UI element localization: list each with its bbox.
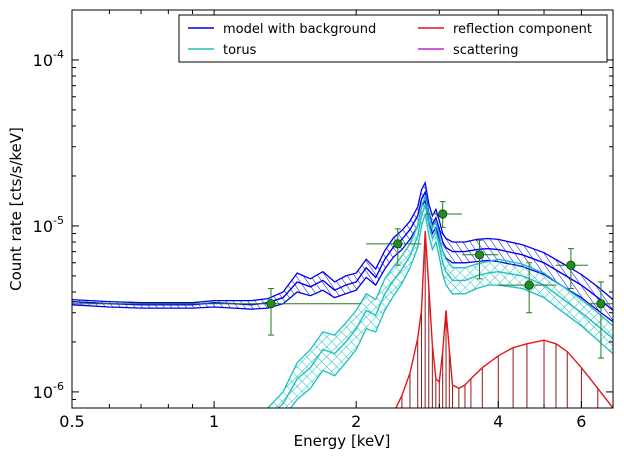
y-tick-base: 10 [33,383,53,402]
legend-label: model with background [223,22,376,37]
y-tick-label: 10-5 [33,214,64,236]
reflection-component-line [395,231,613,408]
data-point [596,299,606,309]
y-tick-label: 10-4 [33,48,64,70]
data-point [524,280,534,290]
x-tick-label: 6 [576,412,586,431]
x-tick-label: 0.5 [59,412,84,431]
plot-frame [71,9,614,409]
data-point [266,299,276,309]
x-axis-label: Energy [keV] [294,432,391,450]
legend: model with background torus reflection com… [178,14,608,63]
legend-label: scattering [453,43,519,58]
y-tick-base: 10 [33,51,53,70]
y-tick-base: 10 [33,217,53,236]
model-with-background-band [72,182,613,322]
legend-box [178,14,608,63]
data-point [438,209,448,219]
legend-label: torus [223,43,257,58]
x-tick-label: 1 [209,412,219,431]
torus-lower-line [289,213,613,408]
y-tick-label: 10-6 [33,380,64,402]
torus-upper-line [267,195,613,408]
torus-band [267,195,613,408]
data-point [474,250,485,260]
x-tick-label: 4 [493,412,503,431]
data-point [393,239,403,249]
model-with-background-upper-line [72,180,613,304]
y-tick-exponent: -5 [53,214,64,227]
model-with-background-line [72,189,613,311]
data-point [566,260,576,270]
legend-label: reflection component [453,22,592,37]
x-tick-label: 2 [351,412,361,431]
y-tick-exponent: -6 [53,380,64,393]
y-axis-label: Count rate [cts/s/keV] [7,127,25,291]
y-tick-exponent: -4 [53,48,64,61]
plot-layer [72,180,613,408]
